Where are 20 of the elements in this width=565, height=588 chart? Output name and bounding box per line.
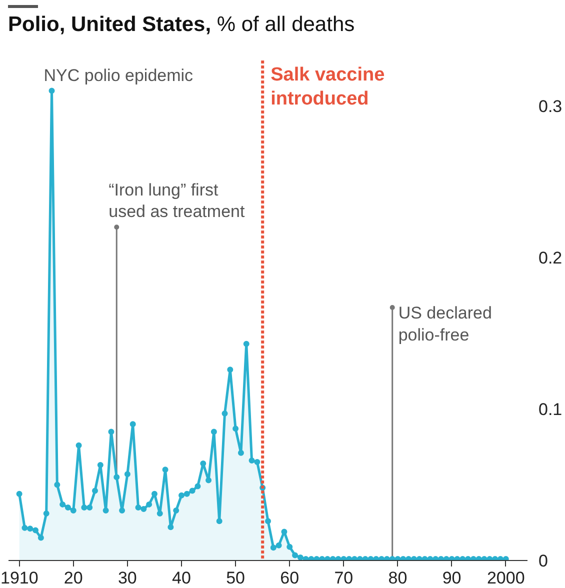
chart-subtitle: % of all deaths xyxy=(216,13,355,36)
x-tick-label: 60 xyxy=(280,568,300,588)
y-tick-label: 0.2 xyxy=(538,248,562,268)
x-tick-label: 80 xyxy=(388,568,408,588)
x-tick-label: 1910 xyxy=(0,568,38,588)
chart-title: Polio, United States, xyxy=(8,13,212,36)
y-tick-label: 0.3 xyxy=(538,96,562,116)
x-tick-label: 20 xyxy=(64,568,83,588)
y-tick-label: 0.1 xyxy=(538,400,562,419)
x-tick-label: 40 xyxy=(172,568,191,588)
x-tick-label: 50 xyxy=(226,568,246,588)
x-tick-label: 90 xyxy=(442,568,462,588)
ref-line-label: Salk vaccine introduced xyxy=(270,64,385,110)
x-tick-label: 2000 xyxy=(486,568,525,588)
y-tick-label: 0 xyxy=(538,552,548,570)
annotation: US declared polio-free xyxy=(398,303,492,344)
x-tick-label: 30 xyxy=(118,568,137,588)
annotation: “Iron lung” first used as treatment xyxy=(108,180,245,222)
x-tick-label: 70 xyxy=(334,568,354,588)
annotation: NYC polio epidemic xyxy=(44,66,194,85)
